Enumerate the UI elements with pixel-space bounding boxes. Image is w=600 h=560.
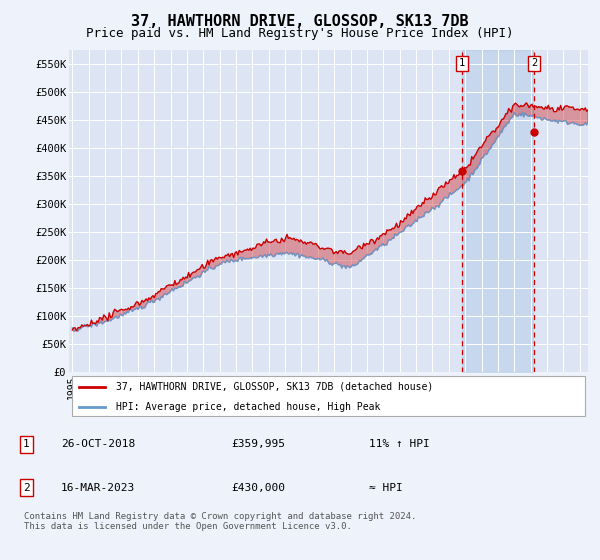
Text: 1: 1 — [23, 439, 30, 449]
Text: 11% ↑ HPI: 11% ↑ HPI — [369, 439, 430, 449]
Text: HPI: Average price, detached house, High Peak: HPI: Average price, detached house, High… — [116, 402, 380, 412]
Text: £359,995: £359,995 — [231, 439, 285, 449]
Text: 37, HAWTHORN DRIVE, GLOSSOP, SK13 7DB (detached house): 37, HAWTHORN DRIVE, GLOSSOP, SK13 7DB (d… — [116, 382, 433, 392]
Text: 2: 2 — [531, 58, 537, 68]
Text: Price paid vs. HM Land Registry's House Price Index (HPI): Price paid vs. HM Land Registry's House … — [86, 27, 514, 40]
Text: 1: 1 — [459, 58, 465, 68]
FancyBboxPatch shape — [71, 376, 586, 416]
Text: 16-MAR-2023: 16-MAR-2023 — [61, 483, 135, 493]
Text: £430,000: £430,000 — [231, 483, 285, 493]
Text: 37, HAWTHORN DRIVE, GLOSSOP, SK13 7DB: 37, HAWTHORN DRIVE, GLOSSOP, SK13 7DB — [131, 14, 469, 29]
Text: ≈ HPI: ≈ HPI — [369, 483, 403, 493]
Text: Contains HM Land Registry data © Crown copyright and database right 2024.
This d: Contains HM Land Registry data © Crown c… — [23, 512, 416, 531]
Text: 2: 2 — [23, 483, 30, 493]
Text: 26-OCT-2018: 26-OCT-2018 — [61, 439, 135, 449]
